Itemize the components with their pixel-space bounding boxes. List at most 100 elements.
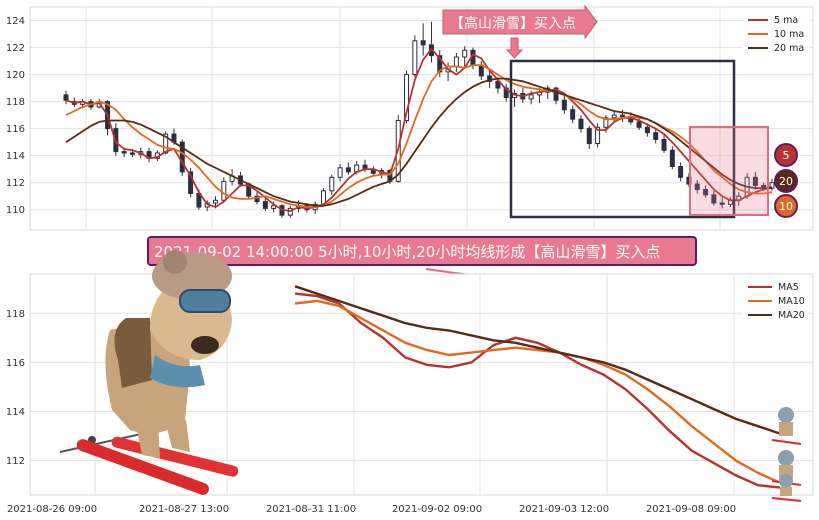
candle-body	[329, 176, 335, 192]
candle	[345, 162, 351, 175]
candle-body	[528, 94, 534, 100]
bottom-y-tick-label: 112	[6, 456, 25, 467]
top-legend: 5 ma 10 ma 20 ma	[742, 11, 810, 57]
bottom-y-tick-label: 118	[6, 309, 25, 320]
signal-callout-text: 2021-09-02 14:00:00 5小时,10小时,20小时均线形成【高山…	[154, 243, 660, 261]
candle-body	[636, 121, 642, 128]
legend-label-ma5: MA5	[778, 282, 799, 293]
candle	[487, 69, 493, 89]
bottom-y-tick-label: 116	[6, 358, 25, 369]
bottom-legend: MA5 MA10 MA20	[742, 279, 808, 323]
candle	[653, 128, 659, 144]
bottom-x-tick-label: 2021-09-03 12:00	[519, 504, 609, 515]
candle	[719, 197, 725, 209]
legend-label-10ma: 10 ma	[774, 29, 804, 40]
candle-body	[661, 138, 667, 151]
candle	[752, 171, 758, 190]
candle	[63, 90, 69, 105]
buy-point-callout: 【高山滑雪】买入点	[442, 4, 598, 59]
ma-line-ma20	[294, 285, 781, 435]
candle	[578, 115, 584, 133]
candle-body	[752, 176, 758, 186]
candle-body	[337, 167, 343, 178]
ma-line-ma10	[294, 299, 781, 484]
candle	[694, 179, 700, 194]
candle-body	[213, 199, 219, 204]
candle-body	[553, 87, 559, 101]
buy-zone-box	[689, 126, 769, 216]
ma-badge-10: 10	[774, 194, 798, 218]
candle	[329, 174, 335, 195]
candle-body	[703, 188, 709, 196]
candle-body	[619, 114, 625, 117]
candle	[678, 162, 684, 182]
candle-body	[487, 75, 493, 82]
candle	[412, 35, 418, 78]
candle-body	[570, 109, 576, 120]
candle-body	[404, 74, 410, 122]
candle-body	[719, 202, 725, 205]
candle	[179, 139, 185, 176]
candle-body	[462, 49, 468, 58]
candle-body	[694, 183, 700, 190]
bottom-ma-lines	[294, 285, 781, 489]
candle	[337, 163, 343, 182]
top-y-tick-label: 124	[6, 16, 25, 27]
candlestick-panel: 110 112 114 116 118 120 122 124 5 ma 10 ma 20 m…	[6, 4, 814, 231]
candle-body	[179, 141, 185, 173]
candle-body	[262, 201, 268, 209]
ma-badge-20: 20	[774, 169, 798, 193]
bottom-x-tick-labels: 2021-08-26 09:00 2021-08-27 13:00 2021-08-…	[7, 504, 736, 515]
candle	[188, 167, 194, 198]
top-y-tick-label: 116	[6, 124, 25, 135]
candle-body	[578, 118, 584, 130]
top-y-tick-label: 112	[6, 178, 25, 189]
candle	[669, 146, 675, 170]
candle	[711, 190, 717, 206]
candle-body	[345, 167, 351, 173]
candle	[462, 46, 468, 67]
candle-body	[669, 149, 675, 167]
candle-body	[271, 205, 277, 209]
top-grid	[30, 7, 813, 230]
buy-point-callout-text: 【高山滑雪】买入点	[450, 15, 576, 32]
small-dog-icon-1	[771, 407, 802, 445]
candle-body	[254, 195, 260, 203]
down-arrow-icon	[505, 37, 524, 59]
svg-text:10: 10	[779, 200, 793, 213]
top-y-tick-label: 120	[6, 70, 25, 81]
candle	[420, 23, 426, 56]
candle-body	[453, 56, 459, 67]
candle-body	[644, 126, 650, 134]
bottom-x-tick-label: 2021-09-02 09:00	[392, 504, 482, 515]
ma-line-5ma	[65, 47, 773, 213]
bottom-x-tick-label: 2021-08-26 09:00	[7, 504, 97, 515]
candle	[586, 125, 592, 149]
bottom-y-tick-label: 114	[6, 407, 25, 418]
candle-body	[561, 99, 567, 111]
bottom-x-tick-label: 2021-08-27 13:00	[139, 504, 229, 515]
candle-body	[653, 132, 659, 140]
skiing-dog-illustration	[59, 250, 239, 495]
legend-label-20ma: 20 ma	[774, 43, 804, 54]
candle-body	[678, 165, 684, 178]
top-y-tick-label: 114	[6, 151, 25, 162]
candle	[163, 131, 169, 155]
candle-body	[611, 114, 617, 119]
legend-label-ma10: MA10	[778, 296, 805, 307]
small-dog-icon-3	[771, 474, 802, 502]
candle-body	[595, 126, 601, 145]
legend-label-ma20: MA20	[778, 310, 805, 321]
svg-text:20: 20	[779, 175, 793, 188]
bottom-x-tick-label: 2021-09-08 09:00	[646, 504, 736, 515]
candle-body	[221, 180, 227, 201]
candle	[262, 197, 268, 212]
legend-label-5ma: 5 ma	[774, 15, 798, 26]
candle	[703, 185, 709, 198]
ma-line-ma5	[294, 292, 781, 489]
top-y-tick-label: 110	[6, 205, 25, 216]
ma-badge-5: 5	[774, 143, 798, 167]
candle-body	[163, 133, 169, 154]
candle-body	[586, 128, 592, 145]
